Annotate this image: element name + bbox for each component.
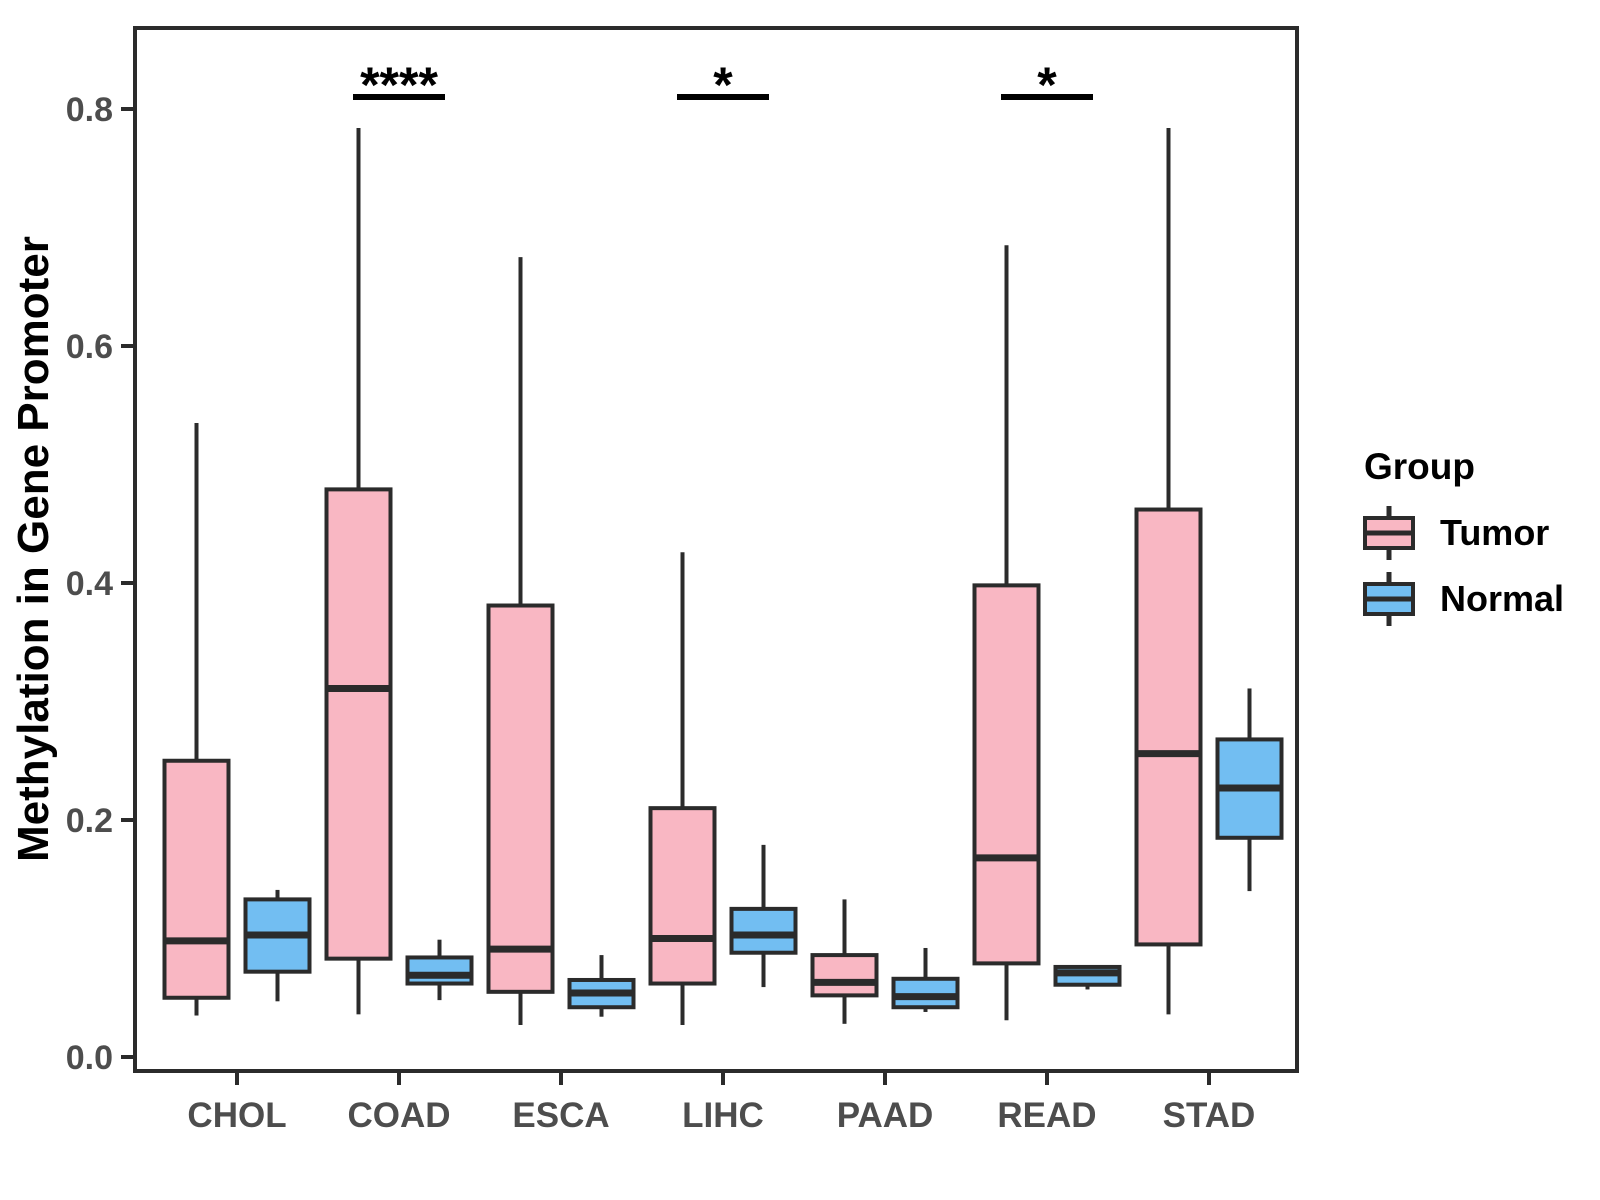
- box-normal-COAD: [405, 955, 474, 986]
- y-tick-label: 0.0: [66, 1039, 113, 1077]
- x-tick-label-CHOL: CHOL: [187, 1096, 286, 1135]
- box-tumor-CHOL: [162, 758, 231, 1000]
- x-tick-label-COAD: COAD: [347, 1096, 450, 1135]
- y-axis-title: Methylation in Gene Promoter: [9, 236, 58, 863]
- box-tumor-PAAD: [810, 953, 879, 998]
- box-tumor-STAD: [1134, 507, 1203, 947]
- significance-stars-READ: *: [1037, 57, 1057, 113]
- legend-label-normal: Normal: [1440, 578, 1565, 619]
- legend-label-tumor: Tumor: [1440, 512, 1550, 553]
- y-tick-label: 0.6: [66, 328, 113, 366]
- x-tick-label-ESCA: ESCA: [512, 1096, 609, 1135]
- y-tick-label: 0.4: [66, 565, 113, 603]
- legend: Group Tumor Normal: [1360, 446, 1564, 636]
- x-tick-label-PAAD: PAAD: [837, 1096, 934, 1135]
- box-tumor-ESCA: [486, 603, 555, 994]
- box-normal-PAAD: [891, 976, 960, 1010]
- box-normal-LIHC: [729, 906, 798, 955]
- box-tumor-COAD: [324, 487, 393, 961]
- x-tick-label-LIHC: LIHC: [682, 1096, 764, 1135]
- y-tick-label: 0.8: [66, 91, 113, 129]
- legend-entry-tumor: Tumor: [1360, 504, 1564, 562]
- legend-entry-normal: Normal: [1360, 570, 1564, 628]
- significance-stars-LIHC: *: [713, 57, 733, 113]
- x-tick-label-STAD: STAD: [1163, 1096, 1256, 1135]
- box-tumor-LIHC: [648, 806, 717, 986]
- normal-boxplot-key-icon: [1363, 572, 1415, 626]
- legend-title: Group: [1364, 446, 1475, 487]
- box-tumor-READ: [972, 583, 1041, 966]
- significance-stars-COAD: ****: [360, 57, 438, 113]
- tumor-boxplot-key-icon: [1363, 506, 1415, 560]
- panel-border: [133, 26, 1299, 1073]
- y-tick-label: 0.2: [66, 802, 113, 840]
- x-tick-label-READ: READ: [997, 1096, 1096, 1135]
